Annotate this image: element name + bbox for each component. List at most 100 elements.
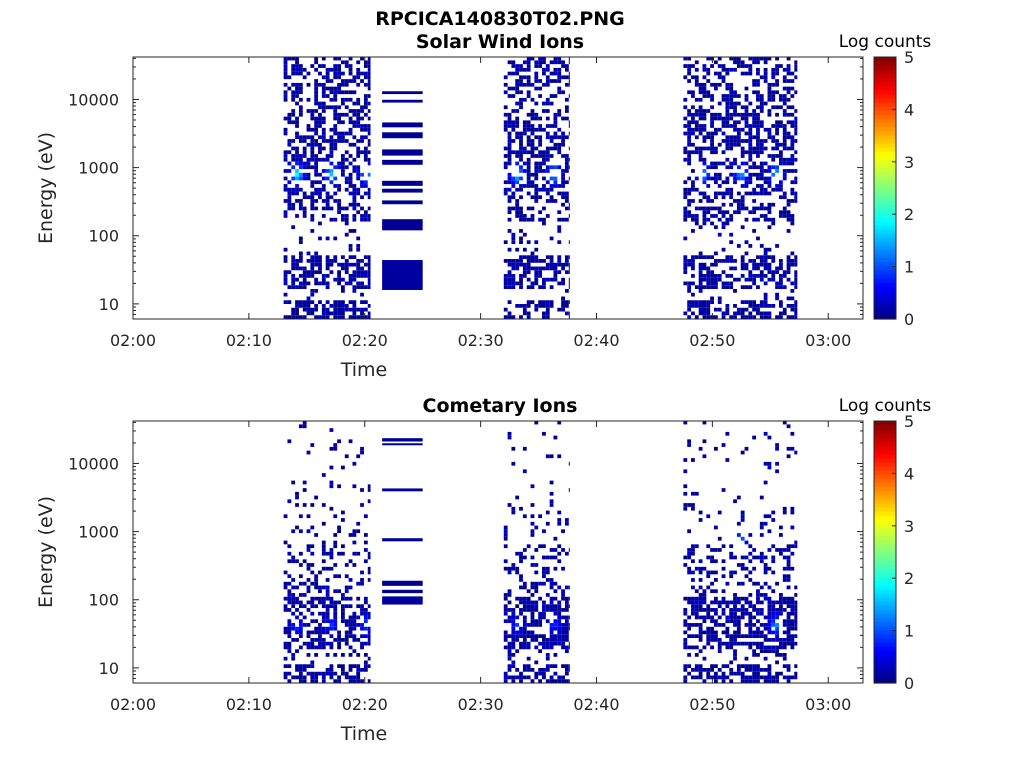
data-cell (702, 255, 707, 260)
data-cell (283, 97, 288, 102)
data-cell (360, 604, 364, 609)
data-cell (564, 671, 569, 676)
data-cell (507, 195, 512, 200)
data-cell (706, 255, 711, 260)
data-cell (564, 518, 569, 522)
data-cell (778, 304, 783, 308)
data-cell (549, 195, 554, 200)
data-cell (302, 641, 307, 646)
colorbar-swatch (874, 298, 896, 304)
data-cell (744, 262, 749, 267)
data-cell (775, 270, 779, 275)
data-cell (564, 623, 569, 627)
colorbar-swatch (874, 314, 896, 320)
data-cell (790, 506, 795, 511)
data-cell (515, 566, 520, 571)
data-cell (740, 285, 745, 290)
data-cell (530, 600, 535, 605)
data-cell (306, 82, 311, 87)
data-cell (538, 150, 543, 155)
data-cell (542, 277, 546, 282)
data-cell (295, 169, 299, 173)
data-cell (759, 585, 764, 590)
data-cell (713, 619, 718, 624)
data-cell (729, 56, 734, 61)
data-cell (295, 172, 299, 177)
data-cell (295, 214, 299, 218)
data-cell (321, 645, 326, 650)
data-cell (771, 645, 776, 650)
data-cell (515, 135, 520, 140)
data-cell (542, 634, 546, 639)
data-cell (526, 634, 531, 639)
data-cell (561, 116, 565, 121)
data-cell (698, 191, 703, 196)
x-tick-label: 02:10 (226, 331, 272, 350)
data-cell (771, 165, 776, 170)
data-cell (687, 634, 692, 639)
data-cell (721, 596, 726, 601)
colorbar-swatch (874, 678, 896, 684)
data-cell (683, 458, 688, 462)
data-cell (702, 124, 707, 128)
data-cell (367, 638, 371, 642)
data-cell (530, 679, 535, 683)
data-cell (698, 109, 703, 113)
data-cell (542, 187, 546, 192)
data-cell (794, 157, 798, 162)
data-cell (775, 645, 779, 650)
data-cell (367, 150, 371, 155)
data-cell (698, 82, 703, 87)
data-cell (310, 630, 315, 635)
data-cell (549, 266, 554, 271)
data-cell (767, 668, 772, 672)
data-cell (763, 259, 768, 263)
data-cell (706, 266, 711, 271)
data-cell (778, 645, 783, 650)
data-cell (360, 641, 364, 646)
data-cell (360, 281, 364, 286)
data-cell (283, 596, 288, 601)
data-cell (748, 285, 753, 290)
data-cell (759, 525, 764, 530)
data-cell (283, 608, 288, 612)
data-cell (321, 473, 326, 477)
data-cell (736, 634, 741, 639)
data-cell (538, 611, 543, 616)
data-cell (713, 630, 718, 635)
data-cell (698, 559, 703, 564)
data-cell (538, 56, 543, 61)
data-cell (340, 214, 345, 218)
data-cell (561, 529, 565, 534)
data-cell (767, 675, 772, 680)
data-cell (786, 296, 791, 301)
data-cell (360, 109, 364, 113)
data-cell (767, 626, 772, 631)
data-cell (534, 154, 539, 158)
colorbar-swatch (874, 81, 896, 87)
data-cell (778, 525, 783, 530)
data-cell (706, 544, 711, 549)
data-cell (519, 585, 523, 590)
data-cell (522, 124, 527, 128)
data-cell (298, 236, 303, 241)
data-cell (759, 262, 764, 267)
data-cell (778, 611, 783, 616)
data-cell (302, 581, 307, 586)
data-cell (568, 311, 570, 316)
data-cell (782, 653, 787, 657)
data-cell (302, 206, 307, 211)
data-cell (706, 307, 711, 312)
data-cell (363, 112, 368, 117)
data-cell (321, 116, 326, 121)
data-cell (698, 570, 703, 575)
colorbar-swatch (874, 73, 896, 79)
data-cell (733, 315, 737, 319)
data-cell (356, 529, 361, 534)
data-cell (778, 105, 783, 110)
data-cell (295, 626, 299, 631)
data-cell (748, 67, 753, 72)
data-cell (713, 112, 718, 117)
data-cell (568, 461, 570, 466)
